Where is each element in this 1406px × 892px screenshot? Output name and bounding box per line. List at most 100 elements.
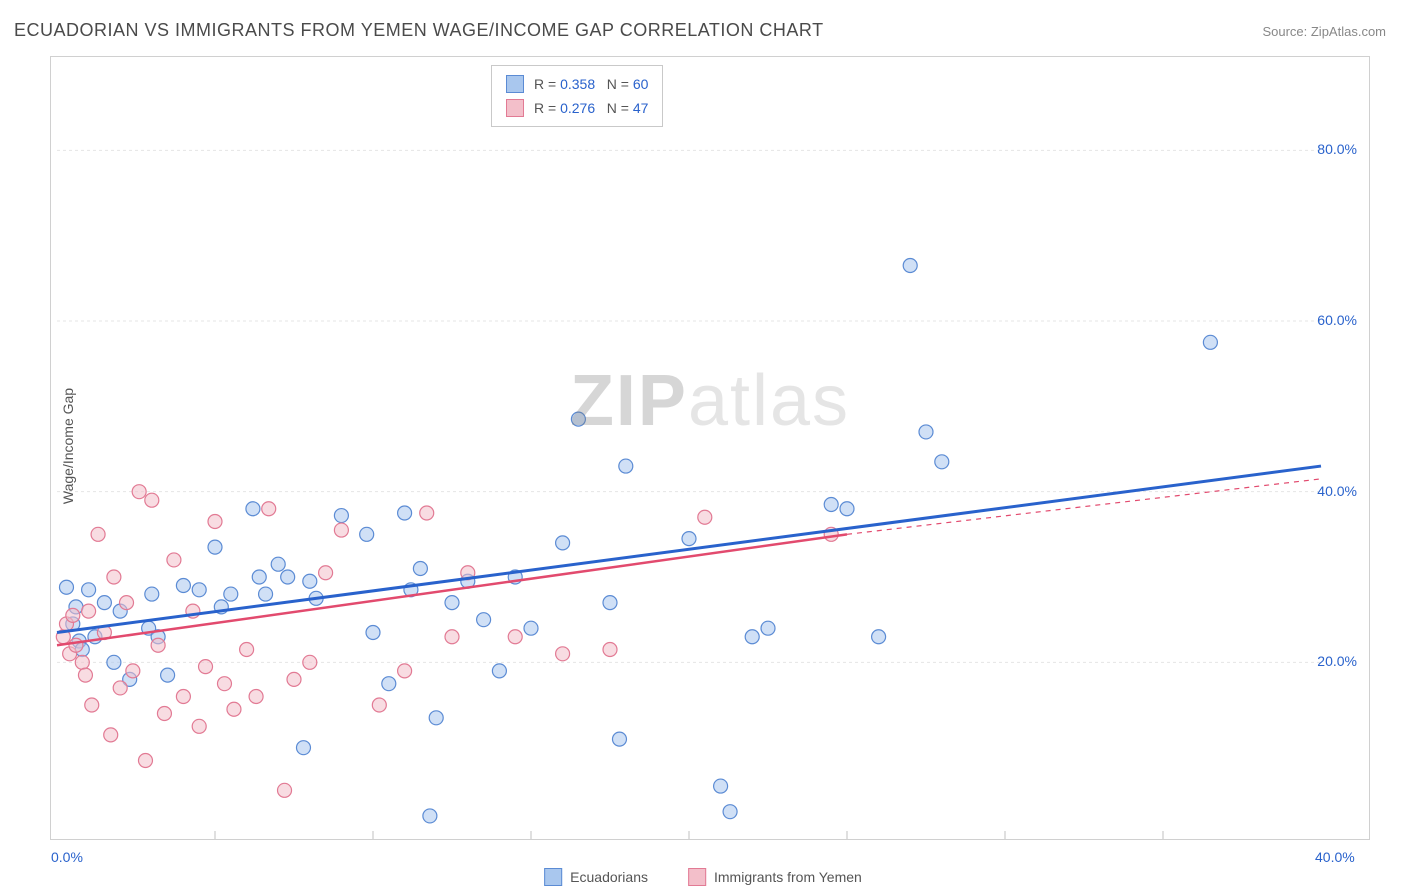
legend-label: Ecuadorians <box>570 869 648 885</box>
scatter-point <box>208 540 222 554</box>
scatter-point <box>271 557 285 571</box>
scatter-point <box>935 455 949 469</box>
bottom-legend: Ecuadorians Immigrants from Yemen <box>544 868 862 886</box>
scatter-point <box>120 596 134 610</box>
scatter-point <box>1203 335 1217 349</box>
scatter-point <box>872 630 886 644</box>
scatter-point <box>524 621 538 635</box>
scatter-point <box>398 506 412 520</box>
scatter-point <box>303 655 317 669</box>
scatter-point <box>603 596 617 610</box>
legend-swatch <box>506 99 524 117</box>
scatter-point <box>126 664 140 678</box>
scatter-point <box>281 570 295 584</box>
y-tick-label: 80.0% <box>1317 141 1357 157</box>
scatter-point <box>556 647 570 661</box>
scatter-point <box>303 574 317 588</box>
scatter-point <box>612 732 626 746</box>
scatter-point <box>698 510 712 524</box>
scatter-point <box>85 698 99 712</box>
chart-title: ECUADORIAN VS IMMIGRANTS FROM YEMEN WAGE… <box>14 20 824 41</box>
source-label: Source: ZipAtlas.com <box>1262 24 1386 39</box>
scatter-point <box>66 608 80 622</box>
scatter-point <box>104 728 118 742</box>
scatter-point <box>714 779 728 793</box>
y-tick-label: 20.0% <box>1317 653 1357 669</box>
y-tick-label: 40.0% <box>1317 483 1357 499</box>
corr-legend-row: R = 0.358 N = 60 <box>506 72 648 96</box>
scatter-point <box>107 570 121 584</box>
scatter-point <box>138 753 152 767</box>
scatter-point <box>78 668 92 682</box>
legend-item: Ecuadorians <box>544 868 648 886</box>
scatter-point <box>82 604 96 618</box>
corr-legend-text: R = 0.358 N = 60 <box>534 76 648 92</box>
scatter-point <box>97 596 111 610</box>
legend-swatch <box>506 75 524 93</box>
scatter-point <box>69 638 83 652</box>
legend-swatch <box>544 868 562 886</box>
scatter-point <box>423 809 437 823</box>
scatter-point <box>145 493 159 507</box>
scatter-point <box>246 502 260 516</box>
scatter-point <box>723 805 737 819</box>
scatter-point <box>334 509 348 523</box>
scatter-point <box>252 570 266 584</box>
legend-item: Immigrants from Yemen <box>688 868 862 886</box>
corr-legend-text: R = 0.276 N = 47 <box>534 100 648 116</box>
scatter-point <box>167 553 181 567</box>
scatter-point <box>107 655 121 669</box>
scatter-point <box>259 587 273 601</box>
scatter-point <box>372 698 386 712</box>
scatter-point <box>176 689 190 703</box>
x-tick-label: 0.0% <box>51 849 83 865</box>
chart-container: ZIPatlas R = 0.358 N = 60R = 0.276 N = 4… <box>50 56 1370 840</box>
scatter-point <box>113 681 127 695</box>
scatter-point <box>429 711 443 725</box>
correlation-legend: R = 0.358 N = 60 R = 0.276 N = 47 <box>491 65 663 127</box>
scatter-point <box>556 536 570 550</box>
scatter-point <box>508 630 522 644</box>
scatter-point <box>319 566 333 580</box>
scatter-point <box>366 625 380 639</box>
scatter-point <box>217 677 231 691</box>
scatter-point <box>208 515 222 529</box>
scatter-point <box>287 672 301 686</box>
scatter-point <box>227 702 241 716</box>
scatter-point <box>477 613 491 627</box>
scatter-point <box>492 664 506 678</box>
scatter-point <box>919 425 933 439</box>
scatter-point <box>603 643 617 657</box>
x-tick-label: 40.0% <box>1315 849 1355 865</box>
scatter-point <box>82 583 96 597</box>
scatter-point <box>413 561 427 575</box>
scatter-point <box>278 783 292 797</box>
scatter-point <box>224 587 238 601</box>
scatter-point <box>176 579 190 593</box>
scatter-point <box>761 621 775 635</box>
scatter-point <box>262 502 276 516</box>
scatter-point <box>59 580 73 594</box>
trend-line <box>57 534 847 645</box>
scatter-point <box>360 527 374 541</box>
scatter-point <box>249 689 263 703</box>
scatter-point <box>420 506 434 520</box>
legend-label: Immigrants from Yemen <box>714 869 862 885</box>
scatter-point <box>840 502 854 516</box>
scatter-point <box>157 707 171 721</box>
scatter-point <box>192 583 206 597</box>
scatter-point <box>132 485 146 499</box>
legend-swatch <box>688 868 706 886</box>
scatter-point <box>745 630 759 644</box>
scatter-point <box>445 630 459 644</box>
scatter-point <box>903 259 917 273</box>
scatter-point <box>199 660 213 674</box>
scatter-point <box>75 655 89 669</box>
corr-legend-row: R = 0.276 N = 47 <box>506 96 648 120</box>
scatter-point <box>398 664 412 678</box>
trend-line-extrapolated <box>847 479 1321 534</box>
scatter-point <box>91 527 105 541</box>
scatter-plot <box>51 57 1371 841</box>
y-tick-label: 60.0% <box>1317 312 1357 328</box>
scatter-point <box>192 719 206 733</box>
